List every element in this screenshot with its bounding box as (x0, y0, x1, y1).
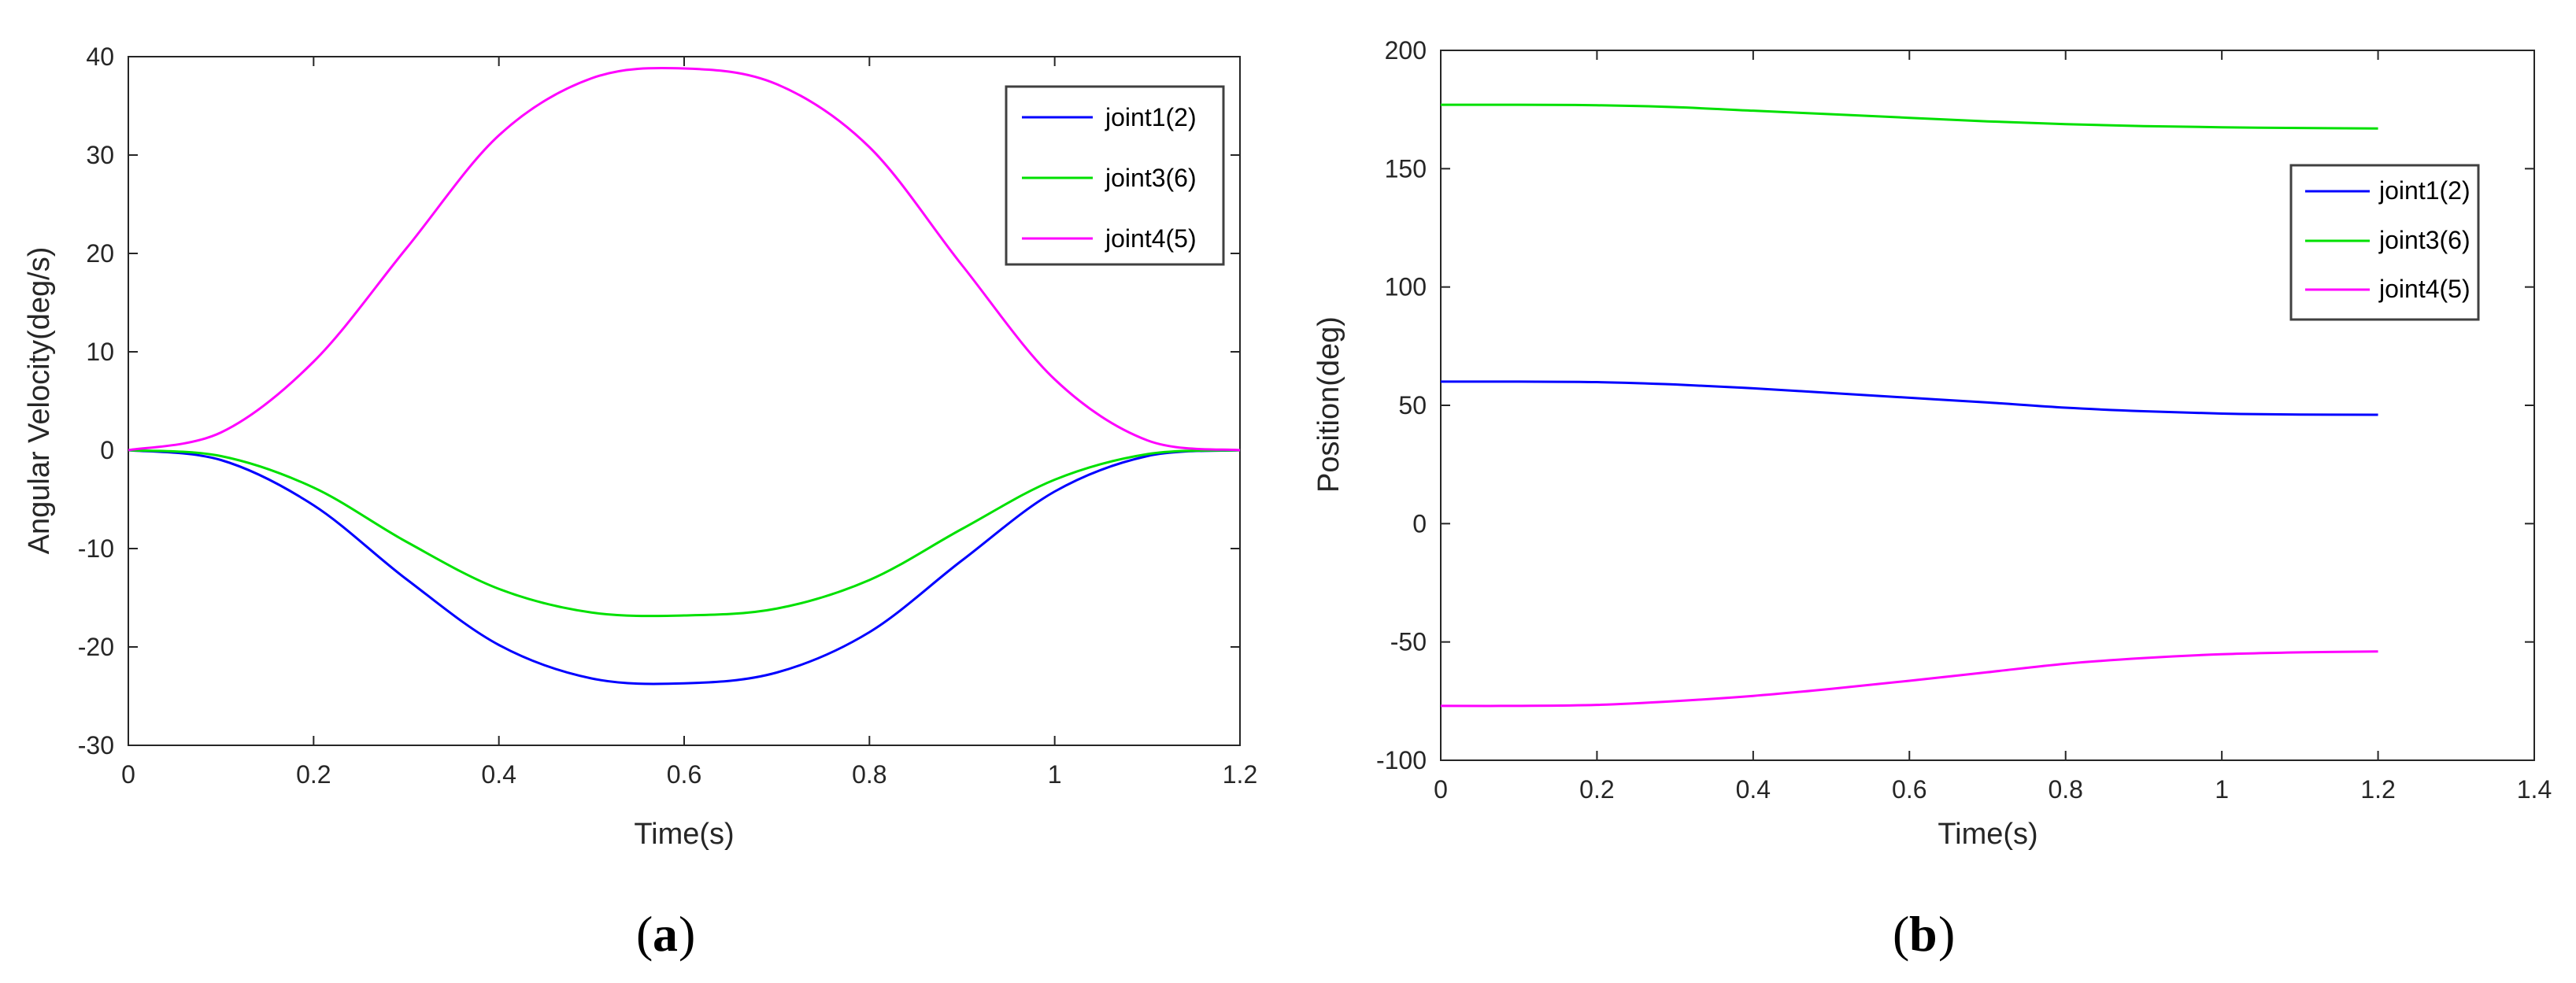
chart-b-caption-letter: b (1909, 906, 1938, 962)
chart-b-legend-label-joint1: joint1(2) (2378, 176, 2471, 205)
chart-b-ytick-label: -100 (1376, 746, 1427, 774)
chart-a-ticks: 0 0.2 0.4 0.6 0.8 1 1.2 -30 -20 -10 0 10 20 30 40 (78, 42, 1257, 789)
chart-b-ytick-label: 200 (1385, 36, 1427, 65)
chart-b-legend-label-joint3: joint3(6) (2378, 226, 2471, 254)
chart-a-xtick-label: 0 (121, 760, 135, 789)
chart-a-xtick-label: 0.2 (296, 760, 331, 789)
chart-a-legend-label-joint1: joint1(2) (1105, 103, 1197, 131)
chart-a-ytick-label: 0 (100, 436, 114, 464)
chart-a-series-line-joint45 (128, 66, 1241, 452)
chart-b-xlabel: Time(s) (1938, 818, 2037, 851)
chart-b-series (1440, 103, 2378, 708)
chart-b-xtick-label: 0.6 (1892, 775, 1926, 804)
chart-b: 0 0.2 0.4 0.6 0.8 1 1.2 1.4-100-50050100150200 … (1312, 36, 2552, 962)
chart-b-legend: joint1(2) joint3(6) joint4(5) (2289, 164, 2480, 321)
chart-a-series-line-joint12 (128, 449, 1241, 686)
chart-a-legend: joint1(2) joint3(6) joint4(5) (1005, 85, 1225, 266)
svg-text:): ) (679, 906, 695, 962)
chart-a-legend-label-joint4: joint4(5) (1105, 224, 1197, 253)
chart-b-caption: ( b ) (1893, 906, 1955, 962)
chart-b-ytick-label: 50 (1398, 391, 1427, 419)
chart-a-series (128, 66, 1241, 686)
chart-b-ytick-label: -50 (1390, 628, 1427, 656)
chart-a-xlabel: Time(s) (634, 818, 734, 851)
chart-a-series-line-joint36 (128, 449, 1241, 618)
chart-a-xtick-label: 1 (1048, 760, 1062, 789)
chart-b-series-line-joint36 (1440, 103, 2378, 130)
chart-a: 0 0.2 0.4 0.6 0.8 1 1.2 -30 -20 -10 0 10 20 30 40 Time… (23, 42, 1257, 962)
chart-b-ytick-label: 0 (1412, 509, 1427, 538)
chart-a-ytick-label: -30 (78, 731, 114, 759)
chart-b-xtick-label: 0.2 (1579, 775, 1614, 804)
svg-text:): ) (1938, 906, 1955, 962)
chart-b-ylabel: Position(deg) (1312, 316, 1345, 493)
chart-a-ytick-label: 40 (86, 42, 114, 71)
chart-b-ytick-label: 150 (1385, 154, 1427, 183)
chart-a-ytick-label: 30 (86, 141, 114, 169)
chart-a-xtick-label: 0.4 (481, 760, 516, 789)
chart-a-caption-letter: a (653, 906, 678, 962)
chart-a-ylabel: Angular Velocity(deg/s) (23, 247, 56, 555)
svg-text:(: ( (1893, 906, 1909, 962)
chart-a-ytick-label: -10 (78, 534, 114, 563)
chart-a-xtick-label: 1.2 (1223, 760, 1257, 789)
chart-a-ytick-label: -20 (78, 633, 114, 661)
chart-b-xtick-label: 1 (2215, 775, 2229, 804)
chart-a-caption: ( a ) (636, 906, 695, 962)
chart-a-ytick-label: 20 (86, 239, 114, 268)
chart-b-plot-area (1440, 50, 2535, 761)
svg-text:(: ( (636, 906, 653, 962)
chart-b-xtick-label: 1.4 (2517, 775, 2552, 804)
chart-b-ticks: 0 0.2 0.4 0.6 0.8 1 1.2 1.4 -100 -50 0 50 100 150 200 (1376, 36, 2552, 804)
chart-a-xtick-label: 0.8 (852, 760, 886, 789)
chart-a-xtick-label: 0.6 (667, 760, 701, 789)
chart-b-ytick-label: 100 (1385, 273, 1427, 301)
chart-b-xtick-label: 0.4 (1736, 775, 1771, 804)
chart-b-legend-label-joint4: joint4(5) (2378, 275, 2471, 303)
chart-b-xtick-label: 1.2 (2360, 775, 2395, 804)
chart-a-ytick-label: 10 (86, 338, 114, 366)
chart-b-xtick-label: 0 (1434, 775, 1448, 804)
chart-b-series-line-joint45 (1440, 650, 2378, 708)
chart-b-series-line-joint12 (1440, 380, 2378, 416)
chart-a-legend-label-joint3: joint3(6) (1105, 164, 1197, 192)
chart-b-xtick-label: 0.8 (2048, 775, 2082, 804)
